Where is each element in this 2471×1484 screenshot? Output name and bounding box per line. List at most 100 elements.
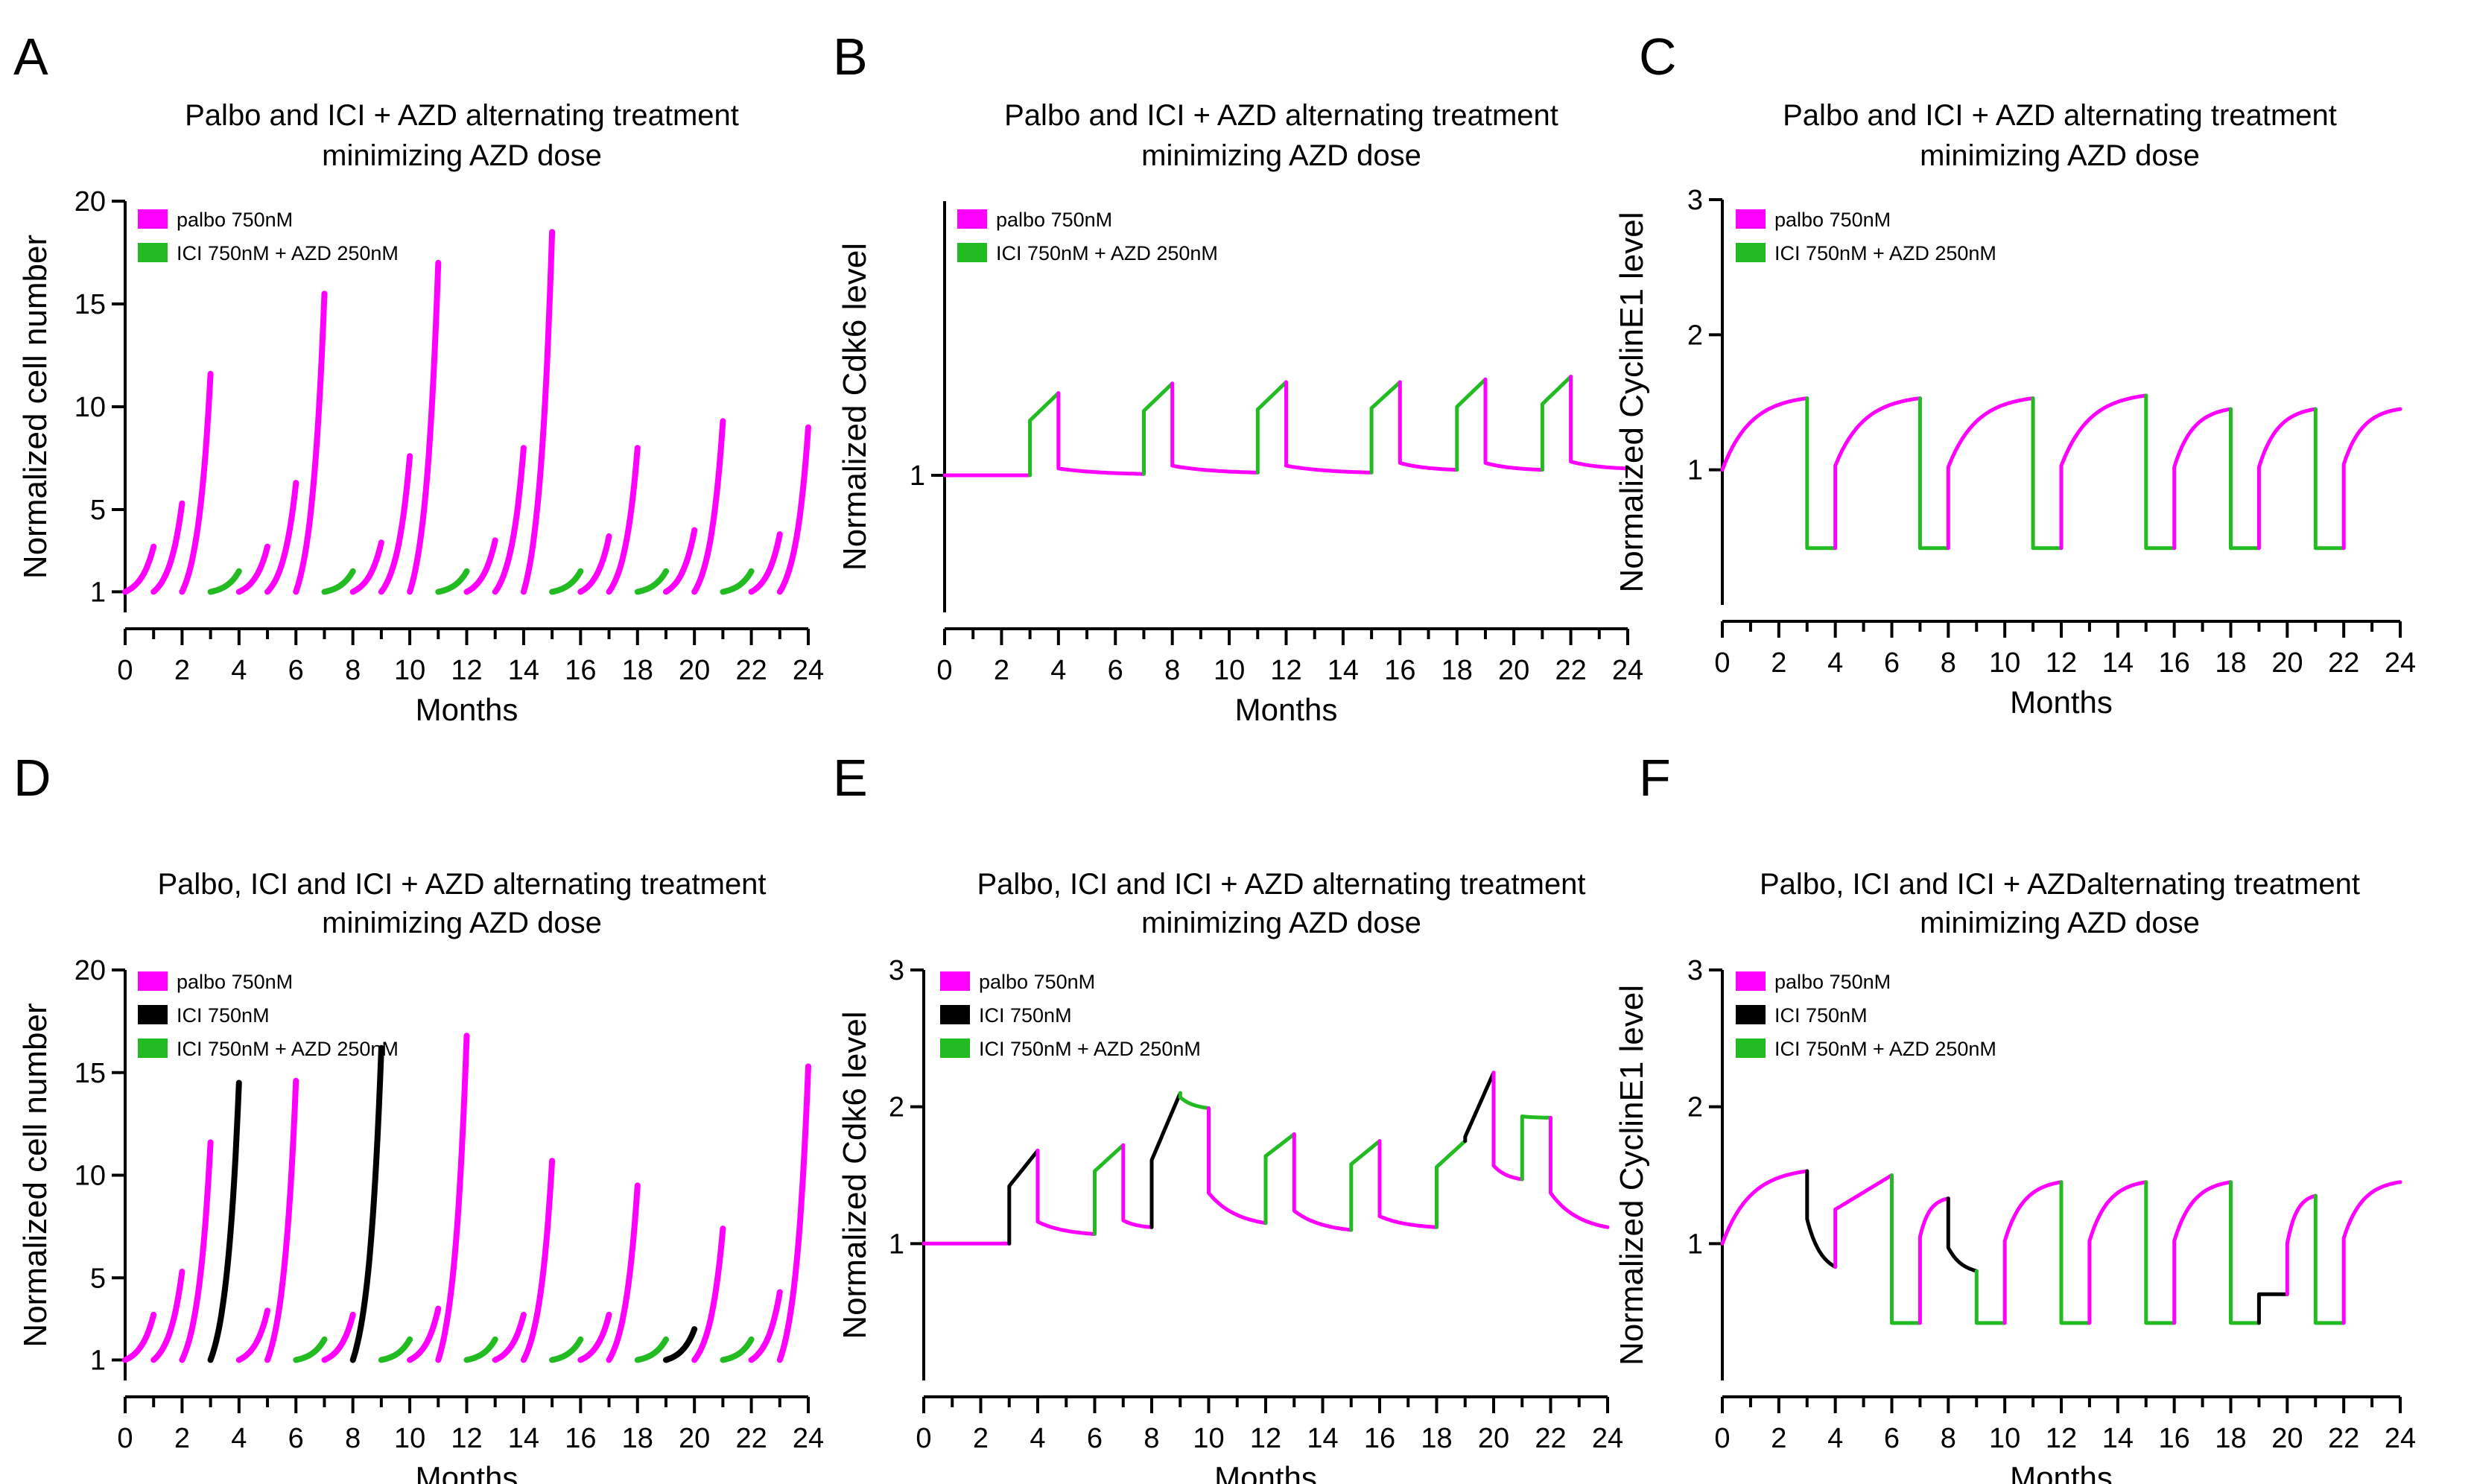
x-tick-label: 12 xyxy=(1270,655,1301,686)
series-segment-palbo xyxy=(776,424,811,595)
x-tick-label: 0 xyxy=(916,1423,931,1454)
panel-letter: D xyxy=(13,749,51,807)
series-segment-azd xyxy=(720,1336,755,1363)
x-tick-label: 20 xyxy=(2271,1423,2303,1454)
legend-swatch xyxy=(1736,1039,1766,1058)
series-segment-azd xyxy=(1918,396,1950,551)
legend-label: palbo 750nM xyxy=(996,209,1112,231)
x-axis-label: Months xyxy=(416,1460,518,1484)
series-segment-palbo xyxy=(1056,391,1146,476)
series-segment-palbo xyxy=(606,445,641,595)
series-segment-azd xyxy=(321,568,356,595)
x-tick-label: 0 xyxy=(1714,1423,1730,1454)
plot-area xyxy=(122,1033,811,1363)
series-segment-palbo xyxy=(1720,396,1809,472)
x-tick-label: 16 xyxy=(565,1423,596,1454)
x-tick-label: 8 xyxy=(1143,1423,1159,1454)
x-tick-label: 4 xyxy=(1050,655,1066,686)
series-segment-palbo xyxy=(520,229,556,595)
legend-label: palbo 750nM xyxy=(1774,209,1891,231)
legend-swatch xyxy=(1736,209,1766,229)
series-segment-azd xyxy=(1520,1114,1552,1182)
series-segment-azd xyxy=(378,1336,413,1363)
series-segment-azd xyxy=(1540,375,1573,472)
x-tick-label: 24 xyxy=(1592,1423,1623,1454)
x-tick-label: 0 xyxy=(936,655,952,686)
y-tick-label: 3 xyxy=(889,955,904,986)
series-segment-azd xyxy=(1263,1132,1296,1225)
series-segment-azd xyxy=(1455,377,1488,472)
series-segment-palbo xyxy=(492,1311,527,1363)
panel-b: B Palbo and ICI + AZD alternating treatme… xyxy=(833,28,1643,727)
x-axis-label: Months xyxy=(416,692,518,727)
chart-title-line2: minimizing AZD dose xyxy=(1141,907,1421,939)
y-tick-label: 2 xyxy=(1687,320,1703,351)
chart-title: Palbo and ICI + AZD alternating treatmen… xyxy=(185,99,739,132)
legend-label: palbo 750nM xyxy=(1774,971,1891,993)
series-segment-ici xyxy=(1805,1169,1838,1269)
plot-area xyxy=(1720,1169,2402,1325)
chart-title-line2: minimizing AZD dose xyxy=(1141,139,1421,172)
series-segment-azd xyxy=(435,568,470,595)
x-tick-label: 22 xyxy=(2328,647,2359,679)
legend-label: ICI 750nM xyxy=(979,1004,1072,1027)
panel-f: F Palbo, ICI and ICI + AZDalternating tre… xyxy=(1614,749,2416,1484)
x-tick-label: 8 xyxy=(345,1423,361,1454)
x-tick-label: 10 xyxy=(1989,1423,2020,1454)
x-tick-label: 10 xyxy=(1214,655,1245,686)
legend-swatch xyxy=(138,209,168,229)
series-segment-palbo xyxy=(264,480,299,595)
x-tick-label: 24 xyxy=(2385,647,2416,679)
series-segment-azd xyxy=(1369,380,1402,475)
x-tick-label: 14 xyxy=(1328,655,1359,686)
legend-label: palbo 750nM xyxy=(177,209,293,231)
legend-swatch xyxy=(138,1039,168,1058)
series-segment-palbo xyxy=(1377,1139,1438,1229)
legend-label: ICI 750nM + AZD 250nM xyxy=(177,1038,399,1060)
series-segment-ici xyxy=(1149,1091,1182,1229)
legend-label: ICI 750nM + AZD 250nM xyxy=(1774,242,1996,264)
x-tick-label: 24 xyxy=(793,1423,824,1454)
series-segment-ici xyxy=(349,1044,384,1363)
chart-title: Palbo, ICI and ICI + AZD alternating tre… xyxy=(977,868,1585,901)
series-segment-azd xyxy=(634,1336,669,1363)
panel-letter: F xyxy=(1639,749,1671,807)
x-tick-label: 0 xyxy=(117,1423,133,1454)
y-tick-label: 3 xyxy=(1687,185,1703,216)
x-tick-label: 14 xyxy=(508,655,539,686)
legend-label: palbo 750nM xyxy=(979,971,1095,993)
x-tick-label: 14 xyxy=(2102,1423,2134,1454)
x-tick-label: 16 xyxy=(2159,1423,2190,1454)
series-segment-palbo xyxy=(1833,396,1922,551)
y-tick-label: 1 xyxy=(1687,1228,1703,1260)
series-segment-palbo xyxy=(1483,377,1544,472)
series-segment-ici xyxy=(1946,1196,1979,1273)
x-tick-label: 4 xyxy=(231,655,247,686)
x-tick-label: 6 xyxy=(288,1423,304,1454)
series-segment-azd xyxy=(1028,391,1061,478)
series-segment-palbo xyxy=(179,1139,214,1363)
chart-title-line2: minimizing AZD dose xyxy=(1920,907,2200,939)
legend-swatch xyxy=(940,1005,970,1024)
y-tick-label: 10 xyxy=(74,392,106,423)
x-tick-label: 18 xyxy=(1441,655,1473,686)
series-segment-palbo xyxy=(435,1033,470,1363)
panel-letter: C xyxy=(1639,28,1677,86)
series-segment-azd xyxy=(293,1336,328,1363)
plot-area xyxy=(922,1071,1610,1246)
chart-title: Palbo and ICI + AZD alternating treatmen… xyxy=(1783,99,2337,132)
series-segment-palbo xyxy=(2256,407,2318,551)
series-segment-azd xyxy=(549,1336,584,1363)
x-axis-label: Months xyxy=(2010,685,2113,720)
y-tick-label: 5 xyxy=(90,1263,106,1294)
y-tick-label: 3 xyxy=(1687,955,1703,986)
series-segment-azd xyxy=(1974,1269,2007,1325)
series-segment-ici xyxy=(1463,1071,1496,1144)
series-segment-palbo xyxy=(663,527,698,595)
y-axis-label: Normalized CyclinE1 level xyxy=(1614,985,1650,1366)
x-axis-label: Months xyxy=(1214,1460,1317,1484)
series-segment-palbo xyxy=(2059,393,2148,551)
y-axis-label: Normalized CyclinE1 level xyxy=(1614,212,1650,592)
legend: palbo 750nM ICI 750nM + AZD 250nM xyxy=(957,209,1218,264)
series-segment-palbo xyxy=(321,1311,356,1363)
